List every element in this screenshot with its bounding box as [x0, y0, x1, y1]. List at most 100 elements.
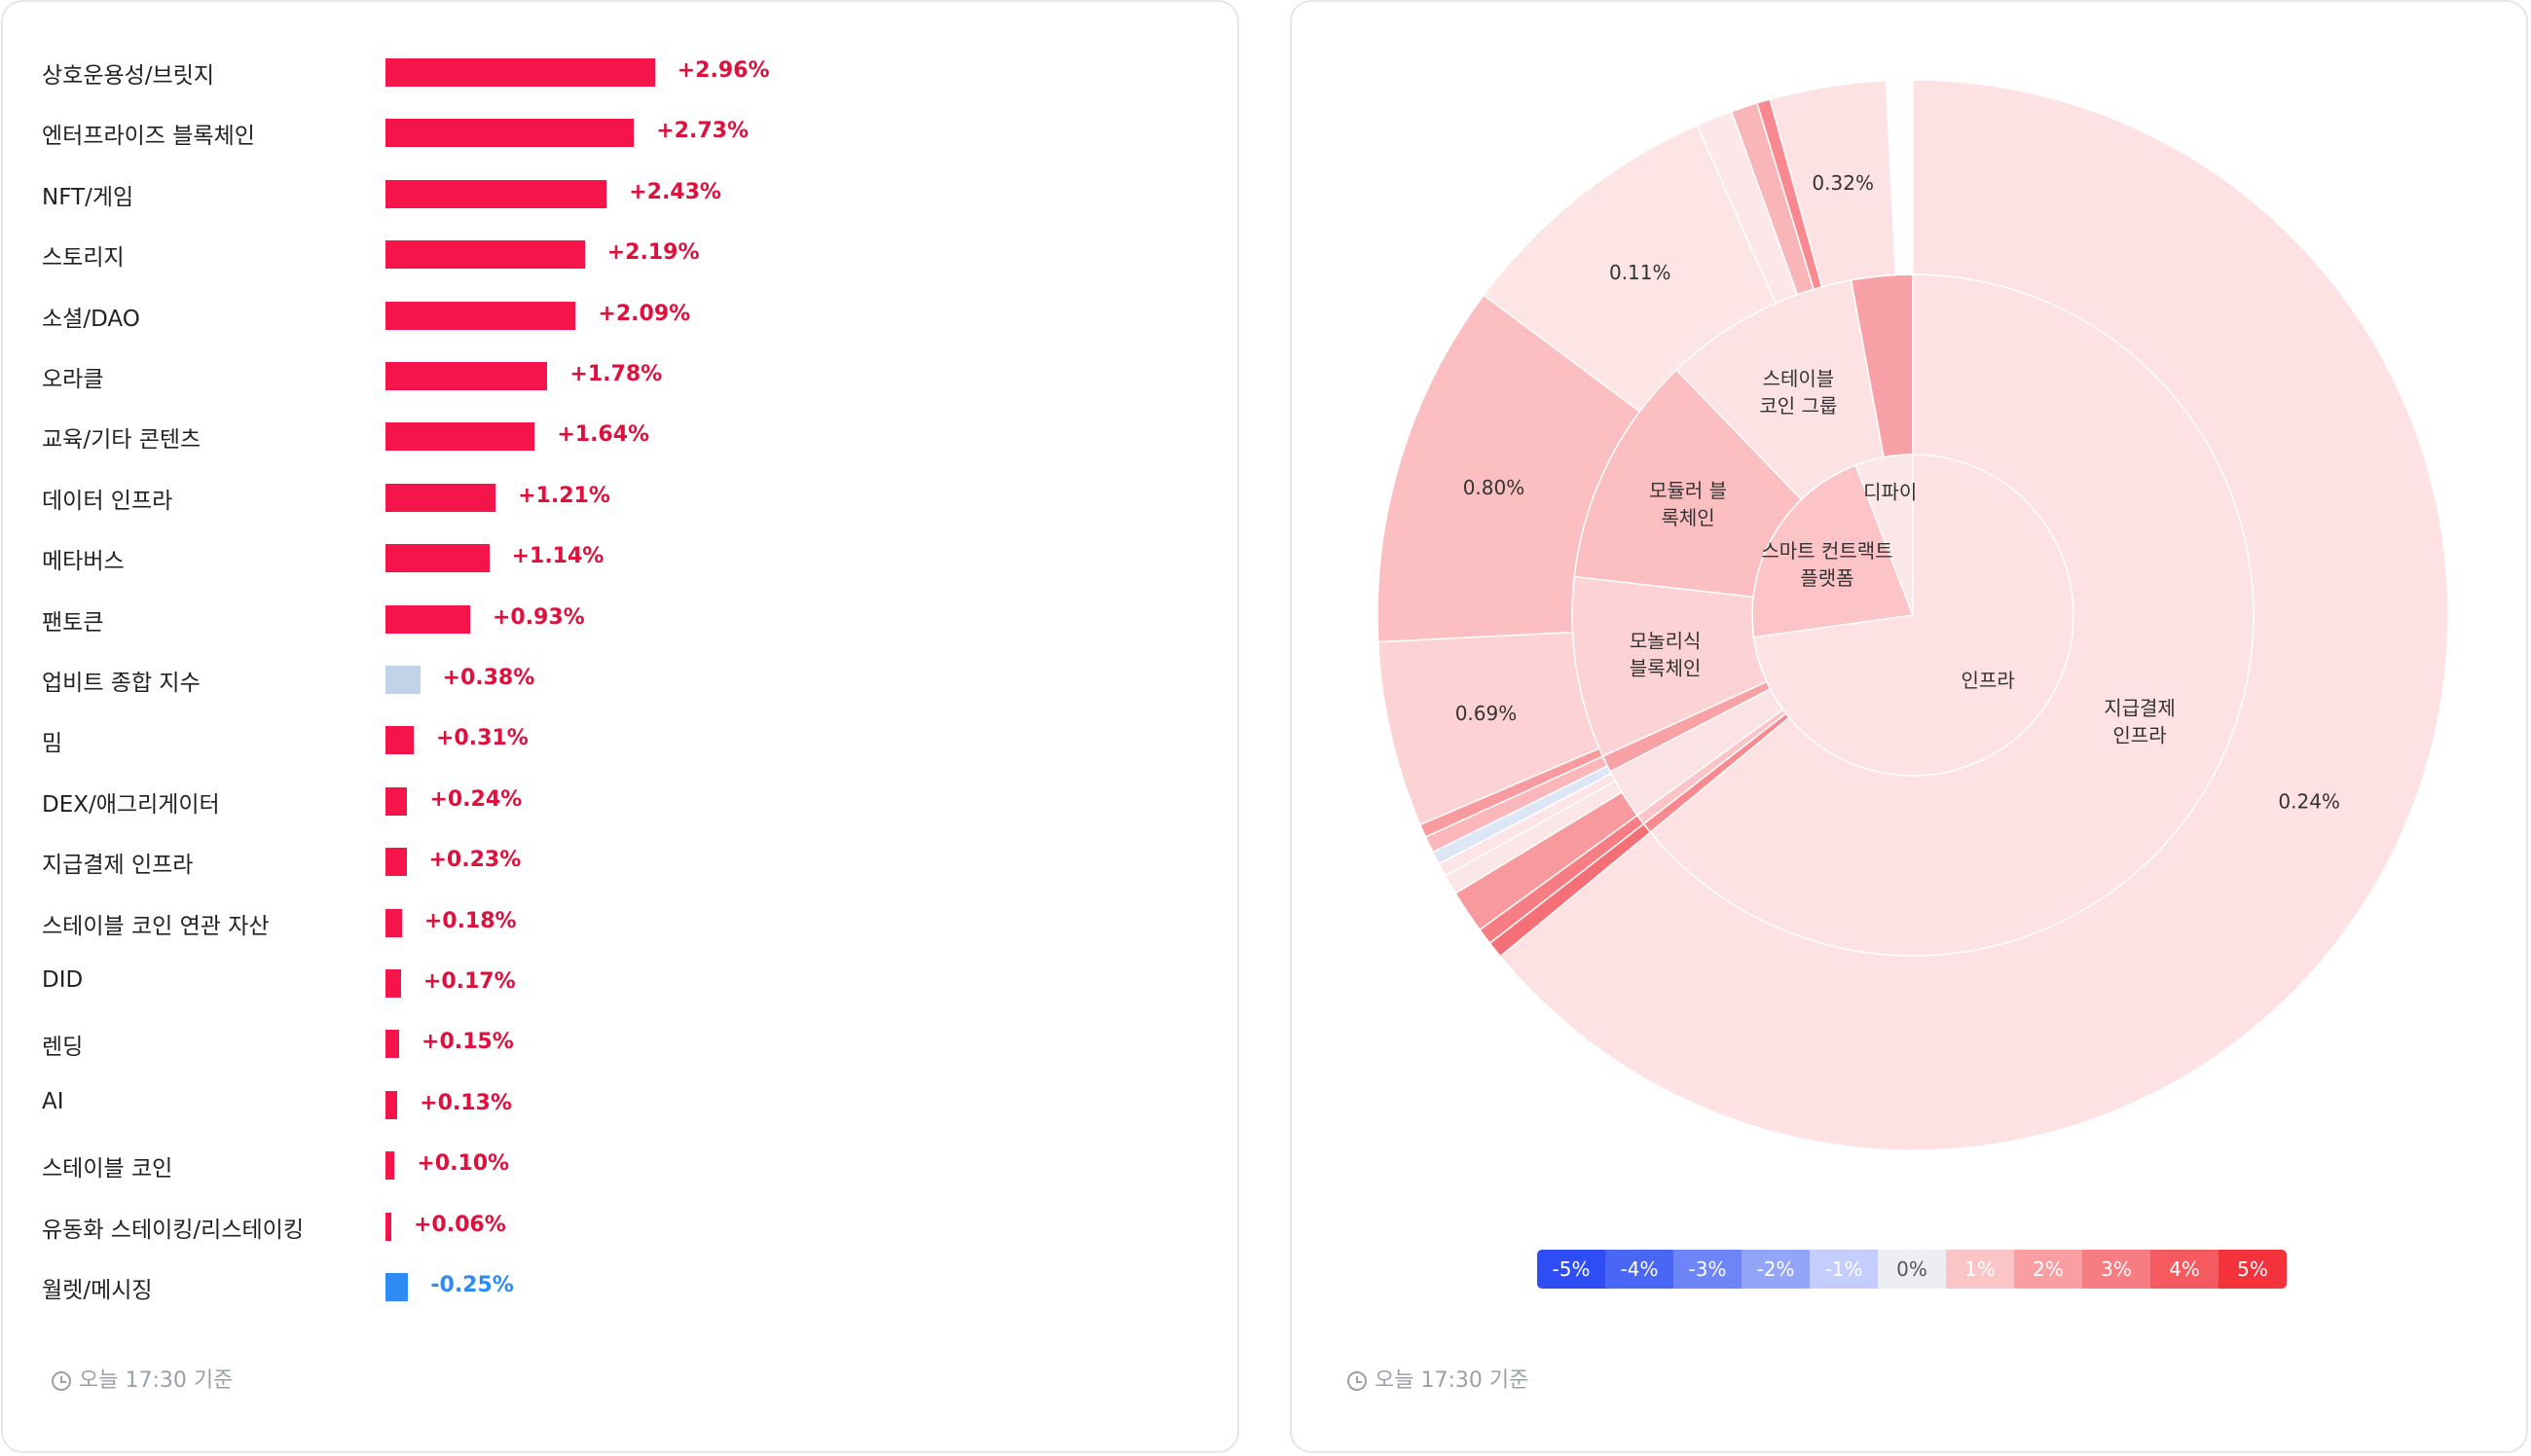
- bar-row[interactable]: 팬토큰 +0.93%: [3, 600, 1229, 638]
- bar-mark[interactable]: [385, 422, 535, 452]
- bar-mark[interactable]: [385, 604, 470, 634]
- sunburst-segment-label: 지급결제 인프라: [2104, 697, 2176, 747]
- bar-row[interactable]: 업비트 종합 지수 +0.38%: [3, 660, 1229, 699]
- bar-row[interactable]: NFT/게임 +2.43%: [3, 174, 1229, 213]
- bar-row[interactable]: 교육/기타 콘텐츠 +1.64%: [3, 417, 1229, 455]
- bar-row[interactable]: 렌딩 +0.15%: [3, 1024, 1229, 1063]
- bar-mark[interactable]: [385, 908, 402, 937]
- sunburst-segment-label: 0.11%: [1609, 261, 1671, 284]
- sunburst-chart-panel: 인프라 스마트 컨트랙트 플랫폼 디파이 지급결제 인프라 모놀리식 블록체인 모듈러 블 록체인…: [1290, 0, 2528, 1453]
- sunburst-segment-label: 스마트 컨트랙트 플랫폼: [1761, 539, 1892, 590]
- sunburst-segment-label: 0.24%: [2278, 790, 2340, 814]
- bar-category-label: NFT/게임: [42, 184, 134, 210]
- bar-mark[interactable]: [385, 240, 585, 270]
- bar-value-label: +1.64%: [557, 422, 650, 448]
- sunburst-segment-label: 모놀리식 블록체인: [1630, 629, 1702, 679]
- bar-mark[interactable]: [385, 1030, 400, 1059]
- bar-row[interactable]: DEX/애그리게이터 +0.24%: [3, 782, 1229, 820]
- sunburst-segment-label: 0.69%: [1455, 702, 1518, 725]
- color-scale-legend: -5% -4% -3% -2% -1% 0% 1% 2% 3% 4% 5%: [1537, 1250, 2287, 1289]
- bar-category-label: DID: [42, 967, 84, 993]
- bar-mark[interactable]: [385, 1273, 409, 1301]
- bar-category-label: 스토리지: [42, 245, 125, 272]
- bar-category-label: 소셜/DAO: [42, 306, 140, 332]
- bar-category-label: 월렛/메시징: [42, 1278, 153, 1303]
- bar-value-label: +0.23%: [428, 848, 522, 873]
- bar-row[interactable]: 유동화 스테이킹/리스테이킹 +0.06%: [3, 1207, 1229, 1246]
- bar-row[interactable]: 메타버스 +1.14%: [3, 538, 1229, 577]
- bar-mark[interactable]: [385, 666, 421, 694]
- bar-mark[interactable]: [385, 119, 635, 148]
- clock-icon: [52, 1371, 71, 1391]
- bar-value-label: +1.78%: [569, 362, 663, 386]
- bar-mark[interactable]: [385, 483, 496, 512]
- bar-category-label: 유동화 스테이킹/리스테이킹: [42, 1217, 304, 1243]
- bar-row[interactable]: 지급결제 인프라 +0.23%: [3, 842, 1229, 881]
- bar-category-label: DEX/애그리게이터: [42, 791, 220, 818]
- bar-category-label: 엔터프라이즈 블록체인: [42, 124, 255, 150]
- bar-row[interactable]: 엔터프라이즈 블록체인 +2.73%: [3, 113, 1229, 152]
- bar-row[interactable]: 소셜/DAO +2.09%: [3, 296, 1229, 335]
- timestamp-label: 오늘 17:30 기준: [1375, 1368, 1529, 1393]
- bar-row[interactable]: AI +0.13%: [3, 1085, 1229, 1124]
- bar-value-label: +2.96%: [677, 58, 770, 83]
- sunburst-segment-label: 0.32%: [1812, 171, 1874, 195]
- bar-category-label: 메타버스: [42, 549, 125, 575]
- legend-swatch: 4%: [2150, 1250, 2219, 1289]
- legend-swatch: -5%: [1537, 1250, 1605, 1289]
- sunburst-segment[interactable]: [1769, 79, 1897, 288]
- sunburst-segment-label: 0.80%: [1463, 476, 1525, 499]
- bar-mark[interactable]: [385, 544, 490, 573]
- bar-mark[interactable]: [385, 1151, 395, 1181]
- bar-category-label: 스테이블 코인 연관 자산: [42, 913, 270, 939]
- bar-value-label: +2.19%: [606, 240, 700, 266]
- bar-value-label: +0.18%: [423, 908, 517, 933]
- bar-value-label: +0.10%: [417, 1151, 510, 1177]
- sunburst-segment-label: 디파이: [1863, 480, 1917, 503]
- bar-row[interactable]: 오라클 +1.78%: [3, 356, 1229, 395]
- bar-mark[interactable]: [385, 726, 414, 755]
- bar-row[interactable]: 밈 +0.31%: [3, 720, 1229, 759]
- bar-category-label: 오라클: [42, 367, 104, 392]
- bar-category-label: 밈: [42, 731, 63, 757]
- legend-swatch: -1%: [1810, 1250, 1878, 1289]
- bar-row[interactable]: 상호운용성/브릿지 +2.96%: [3, 53, 1229, 91]
- bar-mark[interactable]: [385, 848, 407, 877]
- bar-value-label: +0.31%: [435, 726, 529, 751]
- bar-category-label: AI: [42, 1088, 64, 1114]
- timestamp-label: 오늘 17:30 기준: [79, 1368, 234, 1393]
- bar-row[interactable]: 데이터 인프라 +1.21%: [3, 478, 1229, 517]
- bar-category-label: 데이터 인프라: [42, 488, 173, 514]
- bar-category-label: 스테이블 코인: [42, 1156, 173, 1183]
- bar-chart-panel: 상호운용성/브릿지 +2.96% 엔터프라이즈 블록체인 +2.73% NFT/게임 +2…: [1, 0, 1239, 1453]
- bar-mark[interactable]: [385, 969, 401, 998]
- bar-mark[interactable]: [385, 301, 576, 330]
- sunburst-segment-label: 인프라: [1962, 669, 2015, 692]
- legend-swatch: 2%: [2014, 1250, 2082, 1289]
- sunburst-segment[interactable]: [1499, 79, 2449, 1151]
- bar-mark[interactable]: [385, 362, 548, 390]
- bar-mark[interactable]: [385, 786, 408, 816]
- legend-swatch: 1%: [1946, 1250, 2014, 1289]
- legend-swatch: 5%: [2219, 1250, 2287, 1289]
- bar-row[interactable]: 스테이블 코인 연관 자산 +0.18%: [3, 903, 1229, 942]
- bar-row[interactable]: 스토리지 +2.19%: [3, 235, 1229, 273]
- bar-category-label: 지급결제 인프라: [42, 853, 194, 879]
- bar-row[interactable]: 월렛/메시징 -0.25%: [3, 1267, 1229, 1306]
- bar-panel-footer: 오늘 17:30 기준: [52, 1363, 233, 1394]
- bar-value-label: -0.25%: [430, 1273, 514, 1297]
- bar-mark[interactable]: [385, 1090, 398, 1119]
- clock-icon: [1347, 1371, 1367, 1391]
- bar-mark[interactable]: [385, 179, 607, 208]
- bar-category-label: 업비트 종합 지수: [42, 671, 201, 696]
- bar-value-label: +0.13%: [420, 1090, 512, 1115]
- bar-mark[interactable]: [385, 1212, 391, 1241]
- bar-row[interactable]: DID +0.17%: [3, 964, 1229, 1002]
- bar-category-label: 렌딩: [42, 1035, 84, 1061]
- bar-mark[interactable]: [385, 58, 655, 87]
- sunburst-panel-footer: 오늘 17:30 기준: [1347, 1363, 1528, 1394]
- bar-value-label: +0.93%: [492, 604, 585, 630]
- bar-category-label: 상호운용성/브릿지: [42, 63, 215, 89]
- bar-row[interactable]: 스테이블 코인 +0.10%: [3, 1146, 1229, 1184]
